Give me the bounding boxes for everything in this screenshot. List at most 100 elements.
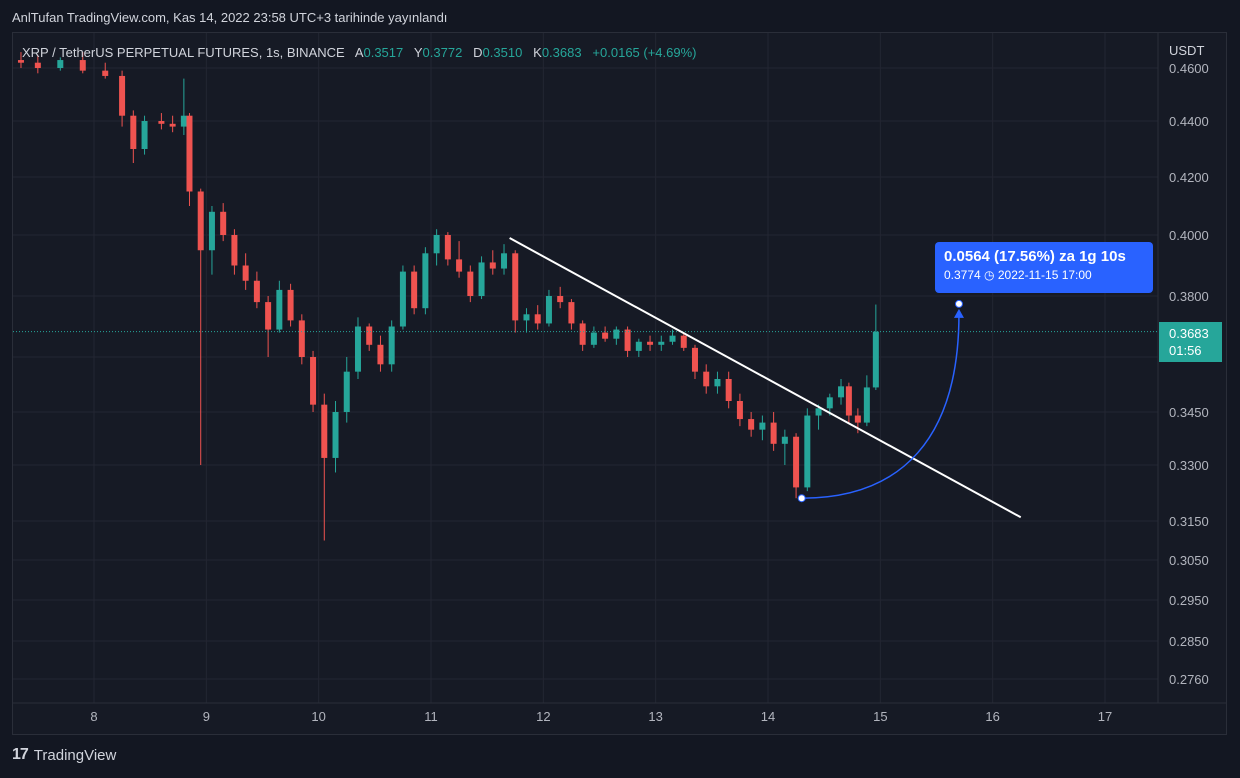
- open-value: 0.3517: [363, 45, 404, 60]
- candle-body: [863, 387, 870, 423]
- candle-body: [590, 332, 597, 345]
- y-tick-label: 0.2760: [1169, 672, 1209, 687]
- y-tick-label: 0.4200: [1169, 170, 1209, 185]
- candle-body: [579, 323, 586, 345]
- candle-body: [669, 335, 676, 342]
- measure-arrowhead: [953, 308, 964, 318]
- candle-body: [523, 314, 530, 321]
- y-tick-label: 0.3450: [1169, 405, 1209, 420]
- candle-body: [691, 347, 698, 372]
- candle-body: [444, 235, 451, 260]
- candle-body: [815, 408, 822, 416]
- candle-body: [433, 235, 440, 254]
- candle-body: [748, 419, 755, 430]
- x-tick-label: 9: [203, 709, 210, 724]
- low-label: D: [473, 45, 483, 60]
- candle-body: [635, 341, 642, 351]
- y-tick-label: 0.4600: [1169, 61, 1209, 76]
- candle-body: [130, 115, 137, 149]
- measure-detail: 0.3774 ◷ 2022-11-15 17:00: [944, 268, 1144, 282]
- candle-body: [220, 211, 227, 235]
- measure-time: 2022-11-15 17:00: [997, 268, 1092, 282]
- axis-unit[interactable]: USDT: [1169, 43, 1205, 58]
- x-tick-label: 12: [536, 709, 550, 724]
- symbol-info: XRP / TetherUS PERPETUAL FUTURES, 1s, BI…: [22, 45, 697, 60]
- candle-body: [557, 296, 564, 303]
- y-tick-label: 0.3800: [1169, 289, 1209, 304]
- brand-name: TradingView: [33, 746, 117, 764]
- x-tick-label: 8: [90, 709, 97, 724]
- candle-body: [647, 341, 654, 345]
- candle-body: [231, 235, 238, 266]
- candle-body: [343, 371, 350, 412]
- candles-layer: [17, 52, 879, 541]
- x-tick-label: 14: [761, 709, 775, 724]
- candle-body: [242, 265, 249, 281]
- symbol-name: XRP / TetherUS PERPETUAL FUTURES, 1s, BI…: [22, 45, 345, 60]
- y-tick-label: 0.2850: [1169, 634, 1209, 649]
- candle-body: [489, 262, 496, 269]
- high-value: 0.3772: [422, 45, 463, 60]
- candle-body: [602, 332, 609, 339]
- candle-body: [141, 121, 148, 149]
- candle-body: [770, 422, 777, 444]
- x-tick-label: 15: [873, 709, 887, 724]
- candle-body: [158, 121, 165, 124]
- candle-body: [613, 329, 620, 339]
- close-value: 0.3683: [541, 45, 582, 60]
- candle-body: [321, 404, 328, 458]
- chart-panel[interactable]: [12, 32, 1227, 735]
- candle-body: [793, 436, 800, 488]
- candle-body: [804, 415, 811, 488]
- candle-body: [845, 386, 852, 416]
- time-axis: 8 9 10 11 12 13 14 15 16 17: [90, 709, 1112, 724]
- candle-body: [781, 436, 788, 444]
- candle-body: [102, 70, 109, 76]
- candle-body: [714, 379, 721, 387]
- last-price-tag: 0.3683 01:56: [1159, 322, 1222, 362]
- measure-label[interactable]: 0.0564 (17.56%) za 1g 10s 0.3774 ◷ 2022-…: [935, 242, 1153, 293]
- candle-body: [703, 371, 710, 387]
- bar-countdown: 01:56: [1169, 343, 1202, 358]
- measure-price: 0.3774: [944, 268, 981, 282]
- candle-body: [725, 379, 732, 401]
- candle-body: [388, 326, 395, 365]
- candle-body: [265, 302, 272, 330]
- candle-body: [17, 60, 24, 63]
- candle-body: [197, 191, 204, 251]
- candle-body: [680, 335, 687, 348]
- candle-body: [119, 75, 126, 116]
- candle-body: [366, 326, 373, 345]
- footer[interactable]: 17 TradingView: [12, 746, 116, 764]
- candle-body: [545, 296, 552, 324]
- candle-body: [624, 329, 631, 351]
- y-tick-label: 0.2950: [1169, 593, 1209, 608]
- change-value: +0.0165 (+4.69%): [592, 45, 697, 60]
- candle-body: [377, 344, 384, 365]
- candle-body: [872, 331, 879, 388]
- candle-body: [310, 357, 317, 405]
- candle-body: [186, 115, 193, 192]
- candle-body: [354, 326, 361, 372]
- candle-body: [34, 62, 41, 68]
- candle-body: [287, 289, 294, 321]
- candle-body: [478, 262, 485, 296]
- measure-start-point: [797, 494, 806, 503]
- x-tick-label: 10: [311, 709, 325, 724]
- x-tick-label: 11: [424, 709, 438, 724]
- candle-body: [332, 412, 339, 458]
- candle-body: [501, 253, 508, 269]
- candle-body: [838, 386, 845, 398]
- measure-end-point: [954, 299, 963, 308]
- candle-body: [169, 123, 176, 127]
- candle-body: [467, 271, 474, 296]
- tradingview-logo-icon: 17: [12, 746, 29, 763]
- candle-body: [759, 422, 766, 430]
- y-tick-label: 0.4000: [1169, 228, 1209, 243]
- x-tick-label: 17: [1098, 709, 1112, 724]
- candle-body: [208, 211, 215, 251]
- high-label: Y: [413, 45, 423, 60]
- y-tick-label: 0.3300: [1169, 458, 1209, 473]
- measure-change: 0.0564 (17.56%) za 1g 10s: [944, 248, 1126, 265]
